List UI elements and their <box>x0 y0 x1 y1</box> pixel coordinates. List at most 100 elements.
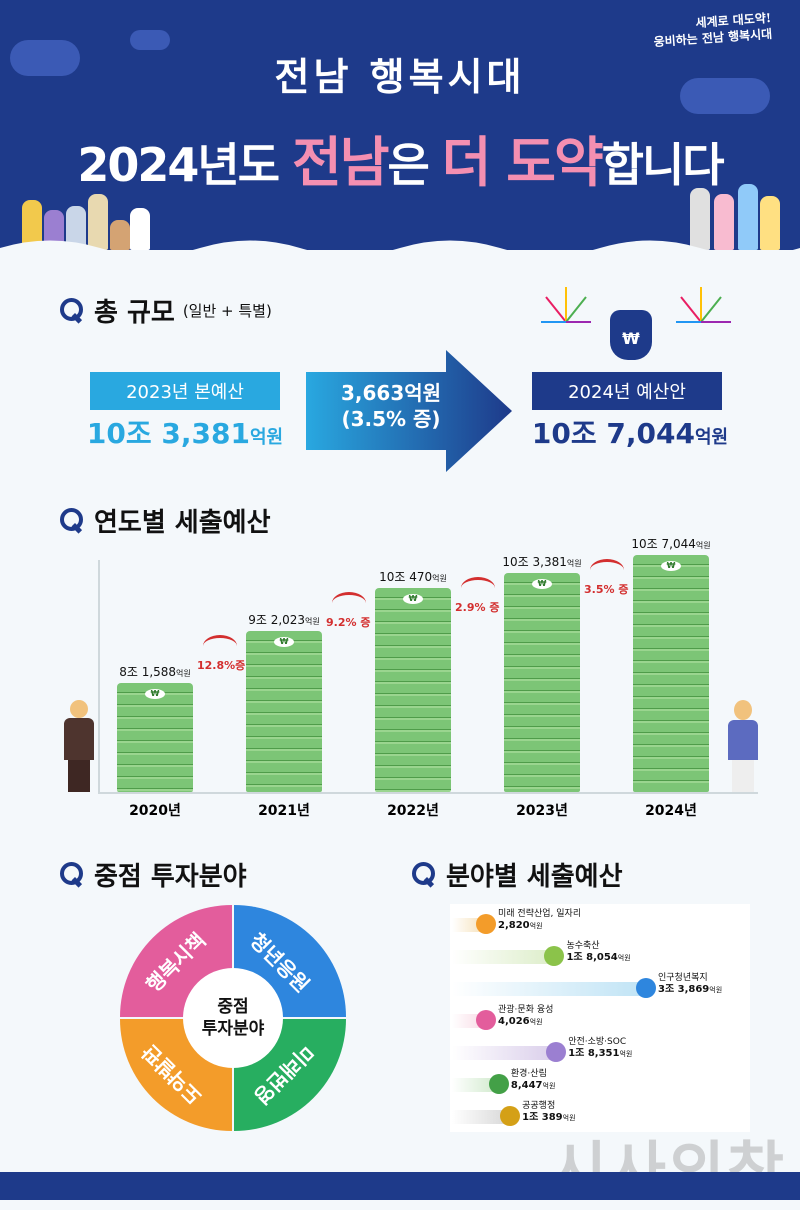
sector-bar <box>452 1110 513 1124</box>
won-icon: ₩ <box>145 689 165 700</box>
title-part: 합니다 <box>601 138 725 192</box>
won-icon: ₩ <box>274 636 294 647</box>
growth-label: 3.5% 증 <box>584 582 629 596</box>
person-figure <box>760 196 780 250</box>
magnifier-icon <box>60 861 86 888</box>
bar-value-number: 10조 7,044 <box>631 536 696 551</box>
growth-label: 2.9% 증 <box>455 601 500 615</box>
sector-label: 공공행정 1조 389억원 <box>522 1100 575 1124</box>
cloud-decoration <box>130 30 170 50</box>
section-title-focus: 중점 투자분야 <box>60 856 247 893</box>
bar-value-unit: 억원 <box>695 540 711 550</box>
sector-value-unit: 억원 <box>529 922 543 930</box>
bar-5: ₩ <box>633 554 709 792</box>
new-budget-label: 2024년 예산안 <box>532 372 722 410</box>
bar-value-label: 10조 7,044억원 <box>611 535 731 552</box>
sector-label: 환경·산림 8,447억원 <box>511 1068 556 1092</box>
sector-bar <box>452 1046 559 1060</box>
growth-label: 9.2% 증 <box>326 616 371 630</box>
sector-value-number: 3조 3,869 <box>658 984 710 995</box>
person-figure <box>738 184 758 250</box>
sector-icon <box>636 978 656 998</box>
focus-wheel: 행복시책 청년응원 도약발판 미래번영 중점 투자분야 <box>120 905 346 1131</box>
prev-budget-number: 10조 3,381 <box>86 417 250 450</box>
bar-value-unit: 억원 <box>305 616 320 626</box>
bar-value-number: 10조 470 <box>379 570 433 585</box>
person-figure <box>110 220 130 250</box>
bar-value-unit: 억원 <box>566 559 582 569</box>
bar-value-unit: 억원 <box>432 574 447 584</box>
title-part: 2024년도 <box>77 138 293 192</box>
bar-value-unit: 억원 <box>176 669 191 679</box>
cloud-decoration <box>680 78 770 114</box>
sector-name: 안전·소방·SOC <box>568 1037 627 1047</box>
section-title-yearly: 연도별 세출예산 <box>60 502 271 539</box>
bar-value-label: 8조 1,588억원 <box>95 663 215 680</box>
bar-1: ₩ <box>117 683 193 792</box>
sector-icon <box>546 1042 567 1062</box>
bar-value-number: 9조 2,023 <box>248 612 306 627</box>
new-budget-unit: 억원 <box>694 427 729 448</box>
cloud-decoration <box>10 40 80 76</box>
magnifier-icon <box>60 297 86 324</box>
prev-budget-label: 2023년 본예산 <box>90 372 280 410</box>
sector-chart-panel <box>450 904 750 1132</box>
sector-value-unit: 억원 <box>562 1114 576 1122</box>
sector-value: 4,026억원 <box>498 1016 553 1028</box>
y-axis-line <box>98 560 100 792</box>
growth-arrow-icon <box>203 634 237 657</box>
presenter-woman-illustration <box>724 700 762 792</box>
sector-label: 관광·문화 융성 4,026억원 <box>498 1004 553 1028</box>
sector-name: 농수축산 <box>566 941 600 951</box>
sector-bar <box>452 982 648 996</box>
section-title-text: 중점 투자분야 <box>94 862 247 892</box>
page-subtitle: 전남 행복시대 <box>274 54 526 99</box>
sector-value: 1조 389억원 <box>522 1112 575 1124</box>
sector-value: 2,820억원 <box>498 920 581 932</box>
sector-value: 1조 8,351억원 <box>568 1048 632 1060</box>
sector-bar <box>452 1078 501 1092</box>
person-figure <box>44 210 64 250</box>
sector-value-number: 1조 389 <box>522 1112 563 1123</box>
won-icon: ₩ <box>532 579 552 590</box>
slogan: 세계로 대도약! 웅비하는 전남 행복시대 <box>652 10 773 50</box>
section-title-sector: 분야별 세출예산 <box>412 856 623 893</box>
bar-value-label: 9조 2,023억원 <box>224 611 344 628</box>
magnifier-icon <box>412 861 438 888</box>
page-title: 2024년도 전남은 더 도약합니다 <box>0 118 800 197</box>
prev-budget-unit: 억원 <box>249 427 284 448</box>
bar-3: ₩ <box>375 588 451 792</box>
sector-label: 안전·소방·SOC 1조 8,351억원 <box>568 1036 632 1060</box>
wheel-center: 중점 투자분야 <box>183 968 283 1068</box>
sector-value-number: 1조 8,054 <box>566 952 618 963</box>
section-title-text: 연도별 세출예산 <box>94 508 271 538</box>
person-figure <box>714 194 734 250</box>
person-figure <box>130 208 150 250</box>
title-highlight: 전남 <box>292 131 389 194</box>
sector-icon <box>476 914 496 934</box>
bar-2: ₩ <box>246 630 322 792</box>
sector-value-unit: 억원 <box>709 986 723 994</box>
x-tick-label: 2020년 <box>129 803 181 819</box>
sector-value: 3조 3,869억원 <box>658 984 722 996</box>
person-figure <box>690 188 710 250</box>
sector-value: 8,447억원 <box>511 1080 556 1092</box>
bar-value-number: 10조 3,381 <box>502 555 567 570</box>
sector-value-unit: 억원 <box>617 954 631 962</box>
bar-4: ₩ <box>504 573 580 792</box>
sector-value-number: 8,447 <box>510 1080 543 1091</box>
growth-arrow-icon <box>590 558 624 581</box>
bar-value-number: 8조 1,588 <box>119 665 177 680</box>
presenter-man-illustration <box>62 700 96 792</box>
section-title-total: 총 규모 (일반 + 특별) <box>60 292 272 329</box>
sector-label: 농수축산 1조 8,054억원 <box>566 940 630 964</box>
person-figure <box>22 200 42 250</box>
sector-value-number: 2,820 <box>498 920 530 931</box>
sector-name: 인구청년복지 <box>658 973 708 983</box>
won-icon: ₩ <box>661 560 681 571</box>
sector-icon <box>500 1106 521 1126</box>
prev-budget-value: 10조 3,381억원 <box>60 412 310 452</box>
sector-name: 환경·산림 <box>510 1069 547 1079</box>
bar-value-label: 10조 470억원 <box>353 568 473 585</box>
sector-name: 미래 전략산업, 일자리 <box>498 909 582 919</box>
